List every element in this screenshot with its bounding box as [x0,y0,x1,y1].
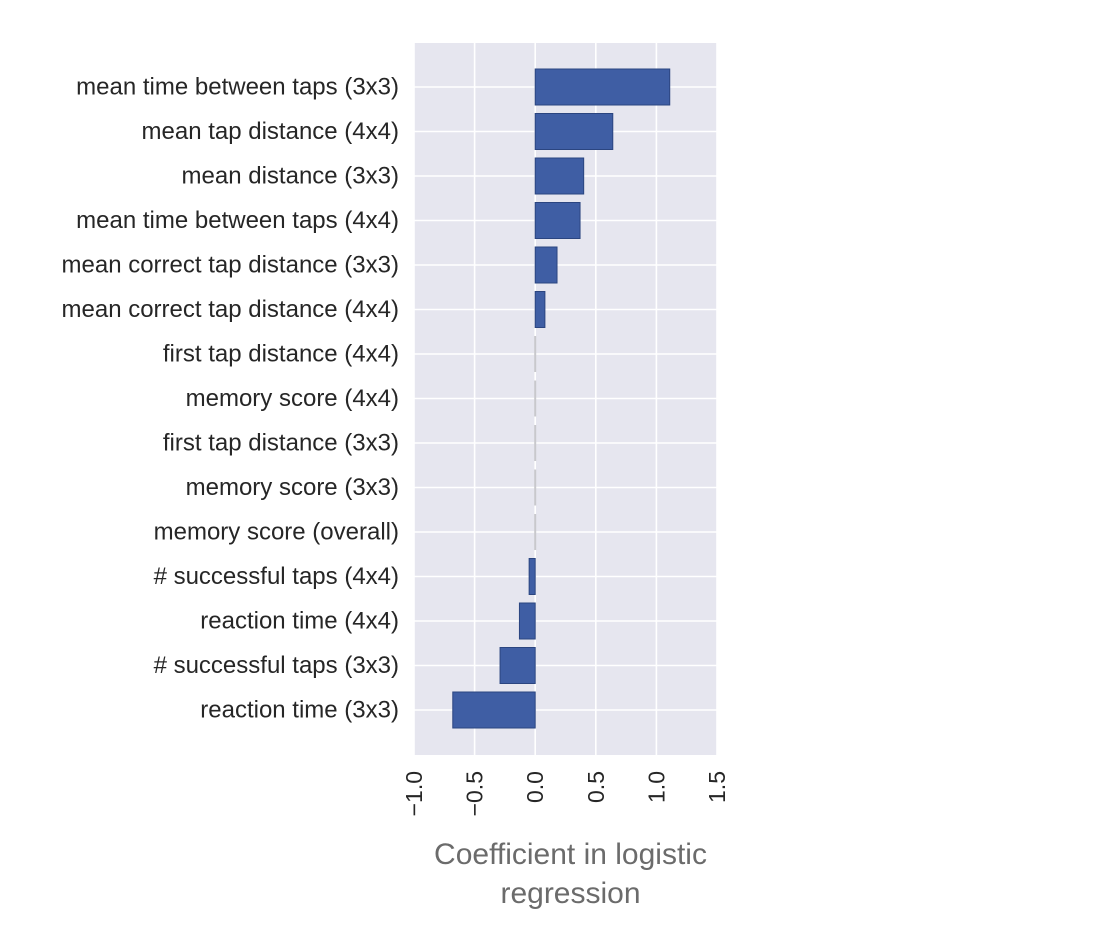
bar [534,157,585,195]
bar [518,602,536,640]
bar [534,246,558,284]
category-label: memory score (overall) [154,519,399,546]
x-tick-label: 0.5 [583,771,609,803]
x-tick-labels: −1.0 −0.5 0.0 0.5 1.0 1.5 [401,771,730,816]
x-tick-label: 1.5 [704,771,730,803]
x-axis-title-line-2: regression [500,877,640,910]
bars [452,68,671,729]
x-tick-label: 0.0 [522,771,548,803]
bar [499,647,536,684]
bar [528,558,536,595]
category-labels: mean time between taps (3x3) mean tap dis… [62,74,400,724]
x-tick-label: −1.0 [401,771,427,816]
category-label: mean correct tap distance (3x3) [62,252,400,279]
category-label: # successful taps (4x4) [154,563,399,590]
x-axis-title-line-1: Coefficient in logistic [434,838,707,871]
category-label: mean correct tap distance (4x4) [62,296,400,323]
x-tick-label: 1.0 [643,771,669,803]
bar [452,691,536,729]
bar [534,68,671,106]
category-label: mean distance (3x3) [182,163,399,190]
category-label: # successful taps (3x3) [154,652,399,679]
category-label: mean time between taps (3x3) [76,74,399,101]
bar [534,291,546,328]
category-label: first tap distance (4x4) [163,341,399,368]
category-label: mean time between taps (4x4) [76,207,399,234]
bar [534,113,614,150]
category-label: mean tap distance (4x4) [142,118,399,145]
category-label: reaction time (3x3) [200,697,399,724]
category-label: reaction time (4x4) [200,608,399,635]
category-label: first tap distance (3x3) [163,430,399,457]
bar [534,202,581,239]
category-label: memory score (3x3) [186,474,399,501]
x-tick-label: −0.5 [462,771,488,816]
category-label: memory score (4x4) [186,385,399,412]
